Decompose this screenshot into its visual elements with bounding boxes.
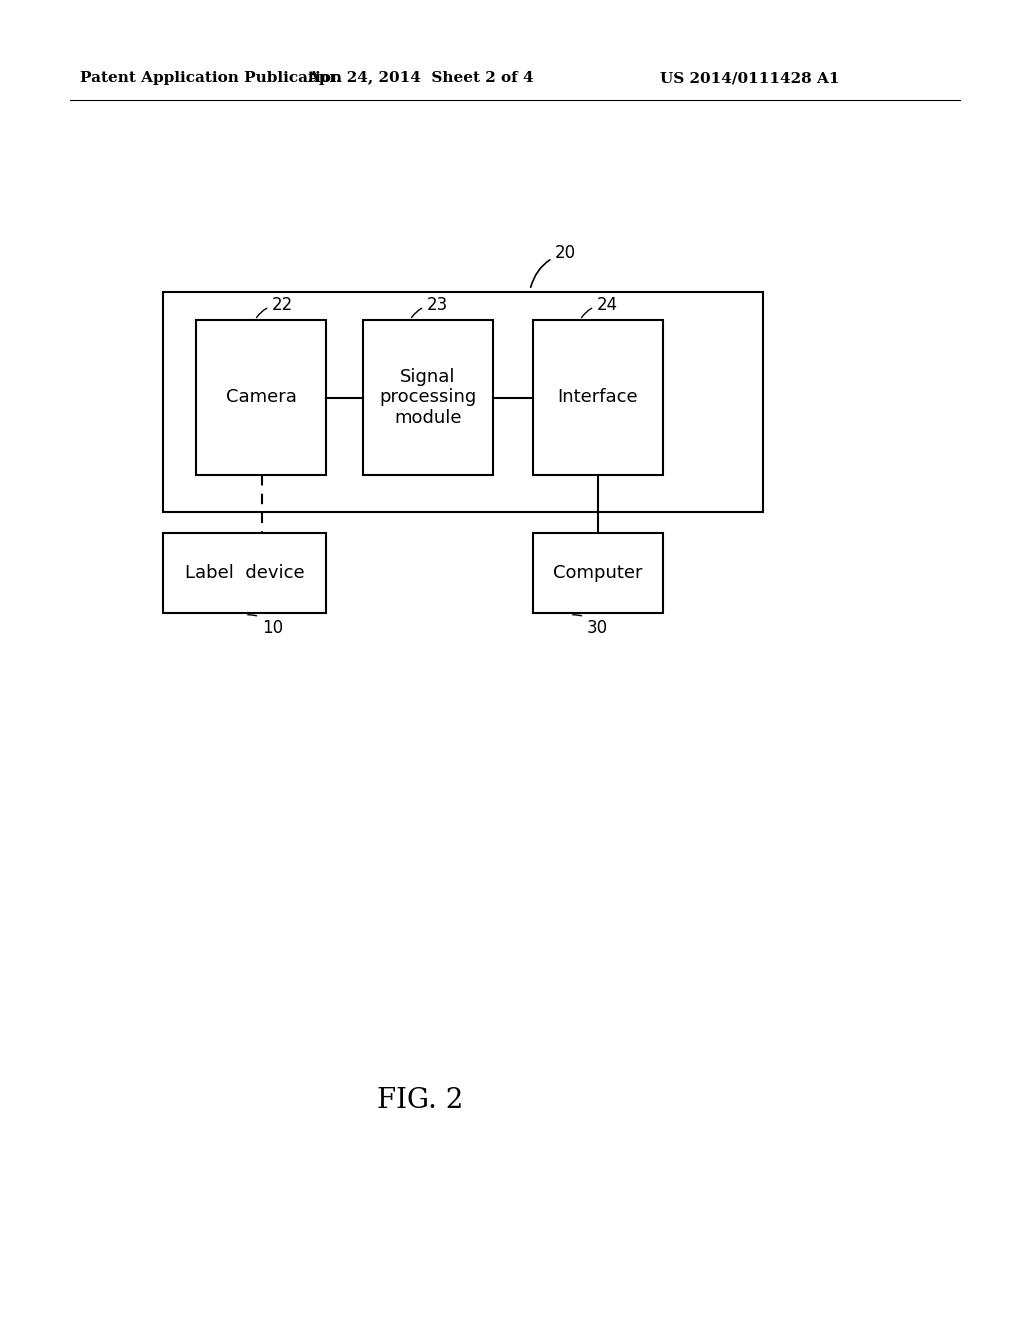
Text: Computer: Computer — [553, 564, 643, 582]
Text: FIG. 2: FIG. 2 — [377, 1086, 463, 1114]
Text: 23: 23 — [412, 296, 449, 318]
Bar — [534, 319, 663, 475]
Text: Patent Application Publication: Patent Application Publication — [80, 71, 342, 84]
Text: US 2014/0111428 A1: US 2014/0111428 A1 — [660, 71, 840, 84]
Text: 20: 20 — [530, 244, 577, 288]
Bar — [163, 533, 326, 612]
Text: 10: 10 — [248, 615, 283, 638]
Text: Label  device: Label device — [184, 564, 304, 582]
Text: Interface: Interface — [558, 388, 638, 407]
Text: Camera: Camera — [225, 388, 296, 407]
Bar — [163, 292, 763, 512]
Bar — [196, 319, 326, 475]
Text: Apr. 24, 2014  Sheet 2 of 4: Apr. 24, 2014 Sheet 2 of 4 — [306, 71, 534, 84]
Bar — [362, 319, 493, 475]
Text: 30: 30 — [572, 615, 608, 638]
Text: 24: 24 — [582, 296, 618, 318]
Text: Signal
processing
module: Signal processing module — [379, 368, 476, 428]
Text: 22: 22 — [256, 296, 293, 318]
Bar — [534, 533, 663, 612]
